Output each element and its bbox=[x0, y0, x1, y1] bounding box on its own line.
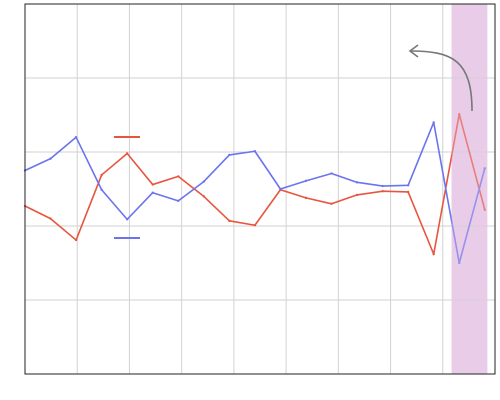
highlight-layer bbox=[451, 4, 488, 374]
grid bbox=[25, 4, 495, 374]
series-2-point bbox=[74, 136, 78, 139]
series-1-point bbox=[177, 175, 180, 178]
series-1-point bbox=[304, 196, 308, 200]
series-2-point bbox=[406, 184, 410, 187]
series-2-point bbox=[355, 181, 359, 184]
series-1-point bbox=[330, 202, 333, 205]
series-1-point bbox=[483, 208, 486, 211]
series-1-point bbox=[125, 152, 129, 155]
annotation bbox=[408, 44, 473, 112]
series-line-1 bbox=[24, 113, 486, 255]
series-1-point bbox=[74, 238, 78, 242]
series-1-point bbox=[100, 173, 103, 177]
series-1-point bbox=[458, 113, 461, 116]
series-1-point bbox=[381, 190, 384, 193]
series-1-point bbox=[355, 193, 359, 197]
series-1-point bbox=[406, 190, 410, 194]
series-2-point bbox=[253, 150, 257, 153]
series-2-point bbox=[304, 179, 308, 183]
series-2-point bbox=[279, 187, 282, 191]
series-2-point bbox=[483, 167, 486, 170]
legend bbox=[114, 136, 140, 239]
series-1-point bbox=[202, 195, 206, 198]
series-1-point bbox=[253, 224, 257, 227]
series-1-point bbox=[432, 252, 435, 256]
series-1-point bbox=[151, 183, 154, 186]
series-2-point bbox=[330, 172, 333, 175]
series-2-point bbox=[49, 157, 52, 160]
series-2-point bbox=[100, 188, 103, 191]
annotation-arrow-curve bbox=[409, 50, 473, 112]
series-2-point bbox=[177, 199, 180, 203]
highlight-band-overlay bbox=[451, 4, 488, 374]
series-2-point bbox=[432, 121, 435, 124]
highlight-band bbox=[451, 4, 488, 374]
series-2-point bbox=[381, 184, 384, 188]
plot-frame bbox=[24, 3, 496, 375]
series-2-point bbox=[458, 261, 461, 265]
series-2-point bbox=[125, 218, 129, 221]
annotation-arrow-head bbox=[408, 44, 419, 58]
series-2-point bbox=[151, 191, 154, 194]
series-1-point bbox=[49, 217, 52, 220]
series-1-point bbox=[228, 219, 231, 223]
series-lines bbox=[23, 4, 488, 374]
series-2-point bbox=[228, 153, 231, 157]
series-2-point bbox=[202, 180, 206, 183]
